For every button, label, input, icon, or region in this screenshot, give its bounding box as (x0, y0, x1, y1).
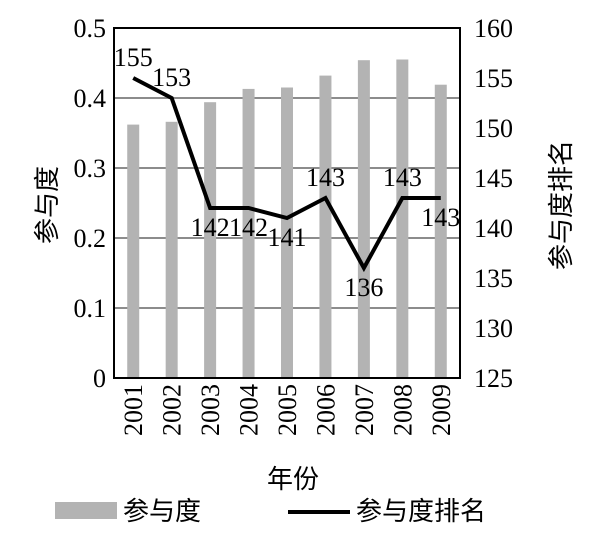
right-tick-label: 150 (474, 114, 513, 143)
x-tick-label: 2002 (158, 384, 187, 436)
line-series (132, 76, 441, 273)
x-tick-label: 2005 (273, 384, 302, 436)
x-axis-label: 年份 (267, 465, 319, 495)
data-label: 143 (421, 203, 460, 232)
series-line (132, 76, 441, 273)
x-tick-label: 2007 (350, 384, 379, 436)
left-axis-ticks: 0 0.1 0.2 0.3 0.4 0.5 (74, 14, 107, 393)
x-axis-ticks: 2001 2002 2003 2004 2005 2006 2007 2008 2009 (119, 384, 456, 436)
right-axis-ticks: 125 130 135 140 145 150 155 160 (474, 14, 513, 393)
x-tick-label: 2009 (427, 384, 456, 436)
bar (357, 60, 370, 378)
plot-border (113, 27, 461, 379)
bar (242, 88, 255, 379)
data-label: 155 (114, 43, 153, 72)
bar (165, 121, 178, 379)
data-label: 143 (383, 163, 422, 192)
x-tick-label: 2003 (196, 384, 225, 436)
left-tick-label: 0.2 (74, 224, 107, 253)
left-tick-label: 0.5 (74, 14, 107, 43)
left-tick-label: 0 (93, 364, 106, 393)
data-label: 143 (306, 163, 345, 192)
right-tick-label: 125 (474, 364, 513, 393)
x-tick-label: 2006 (311, 384, 340, 436)
bar (204, 102, 217, 378)
x-tick-label: 2008 (388, 384, 417, 436)
right-tick-label: 155 (474, 64, 513, 93)
data-label: 142 (191, 213, 230, 242)
data-label: 136 (344, 273, 383, 302)
right-tick-label: 135 (474, 264, 513, 293)
legend-bar-label: 参与度 (123, 497, 201, 527)
bar (127, 124, 140, 378)
right-tick-label: 145 (474, 164, 513, 193)
left-tick-label: 0.1 (74, 294, 107, 323)
plot-frame (113, 27, 461, 379)
legend-bar-swatch (55, 502, 117, 519)
right-tick-label: 160 (474, 14, 513, 43)
data-label: 153 (152, 63, 191, 92)
x-tick-label: 2001 (119, 384, 148, 436)
x-tick-label: 2004 (235, 384, 264, 436)
bar (396, 59, 409, 378)
bar (281, 87, 293, 378)
left-tick-label: 0.4 (74, 84, 107, 113)
bar (434, 84, 447, 378)
bar (319, 75, 332, 378)
data-label: 141 (268, 223, 307, 252)
left-axis-label: 参与度 (33, 166, 63, 244)
data-label: 142 (229, 213, 268, 242)
bar-series (127, 59, 447, 379)
legend-line-label: 参与度排名 (356, 497, 486, 527)
left-tick-label: 0.3 (74, 154, 107, 183)
right-tick-label: 130 (474, 314, 513, 343)
right-axis-label: 参与度排名 (547, 140, 577, 270)
right-tick-label: 140 (474, 214, 513, 243)
legend: 参与度 参与度排名 (55, 497, 486, 527)
